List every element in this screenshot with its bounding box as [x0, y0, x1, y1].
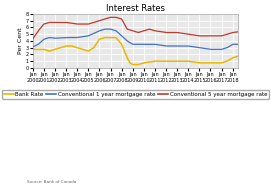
Legend: Bank Rate, Conventional 1 year mortgage rate, Conventional 5 year mortgage rate: Bank Rate, Conventional 1 year mortgage … — [2, 90, 269, 99]
Text: Source: Bank of Canada: Source: Bank of Canada — [27, 180, 76, 184]
Y-axis label: Per Cent: Per Cent — [18, 28, 23, 54]
Title: Interest Rates: Interest Rates — [106, 4, 165, 13]
